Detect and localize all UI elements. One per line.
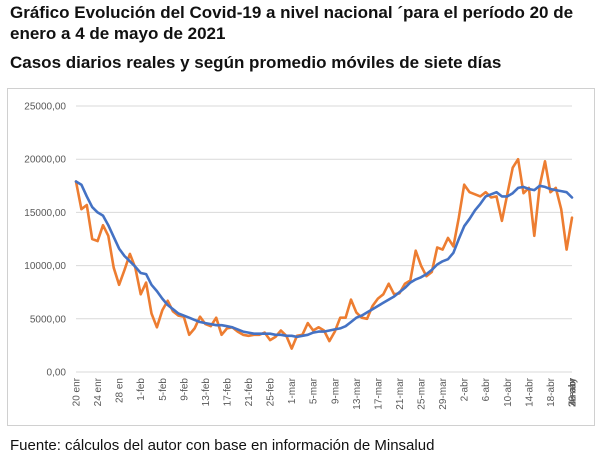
x-tick-label: 22-abr (568, 377, 579, 407)
x-tick-label: 26-abr (568, 377, 579, 407)
x-tick-label: 17-feb (222, 378, 233, 407)
x-tick-label: 4-may (568, 378, 579, 406)
series-line-moving-average (74, 180, 574, 339)
x-tick-label: 18-abr (546, 377, 557, 407)
series-lines (74, 157, 574, 350)
x-tick-label: 17-mar (373, 377, 384, 409)
x-tick-label: 9-feb (179, 378, 190, 401)
x-tick-label: 21-feb (244, 378, 255, 407)
source-note: Fuente: cálculos del autor con base en i… (10, 437, 435, 454)
x-tick-label: 25-mar (417, 377, 428, 409)
y-tick-label: 10000,00 (24, 261, 66, 272)
x-tick-label: 28 en (115, 378, 126, 403)
x-tick-label: 5-mar (309, 377, 320, 404)
x-tick-label: 10-abr (503, 377, 514, 407)
x-tick-label: 29-mar (438, 377, 449, 409)
x-tick-label: 1-feb (136, 378, 147, 401)
chart-title: Gráfico Evolución del Covid-19 a nivel n… (10, 3, 574, 43)
x-tick-label: 5-feb (158, 378, 169, 401)
x-tick-label: 24 enr (93, 377, 104, 406)
y-axis-tick-labels: 0,00 5000,00 10000,00 15000,00 20000,00 25000… (24, 102, 66, 379)
y-tick-label: 15000,00 (24, 208, 66, 219)
x-tick-label: 13-mar (352, 377, 363, 409)
x-tick-label: 2-abr (460, 377, 471, 401)
y-tick-label: 20000,00 (24, 155, 66, 166)
y-tick-label: 0,00 (47, 368, 67, 379)
x-tick-label: 25-feb (266, 378, 277, 407)
x-tick-label: 30-abr (568, 377, 579, 407)
y-tick-label: 5000,00 (30, 314, 67, 325)
line-chart: 0,00 5000,00 10000,00 15000,00 20000,00 25000… (24, 102, 579, 410)
x-tick-label: 13-feb (201, 378, 212, 407)
x-tick-label: 20 enr (72, 377, 83, 406)
chart-subtitle: Casos diarios reales y según promedio mó… (10, 53, 502, 72)
x-axis-tick-labels: 20 enr 24 enr 28 en 1-feb 5-feb 9-feb 13-feb 17… (72, 377, 579, 409)
x-tick-label: 9-mar (330, 377, 341, 404)
x-tick-label: 1-mar (287, 377, 298, 404)
series-line-daily-cases (74, 157, 574, 350)
x-tick-label: 14-abr (524, 377, 535, 407)
x-tick-label: 21-mar (395, 377, 406, 409)
y-tick-label: 25000,00 (24, 102, 66, 113)
x-tick-label: 6-abr (481, 377, 492, 401)
chart-frame (7, 88, 595, 426)
